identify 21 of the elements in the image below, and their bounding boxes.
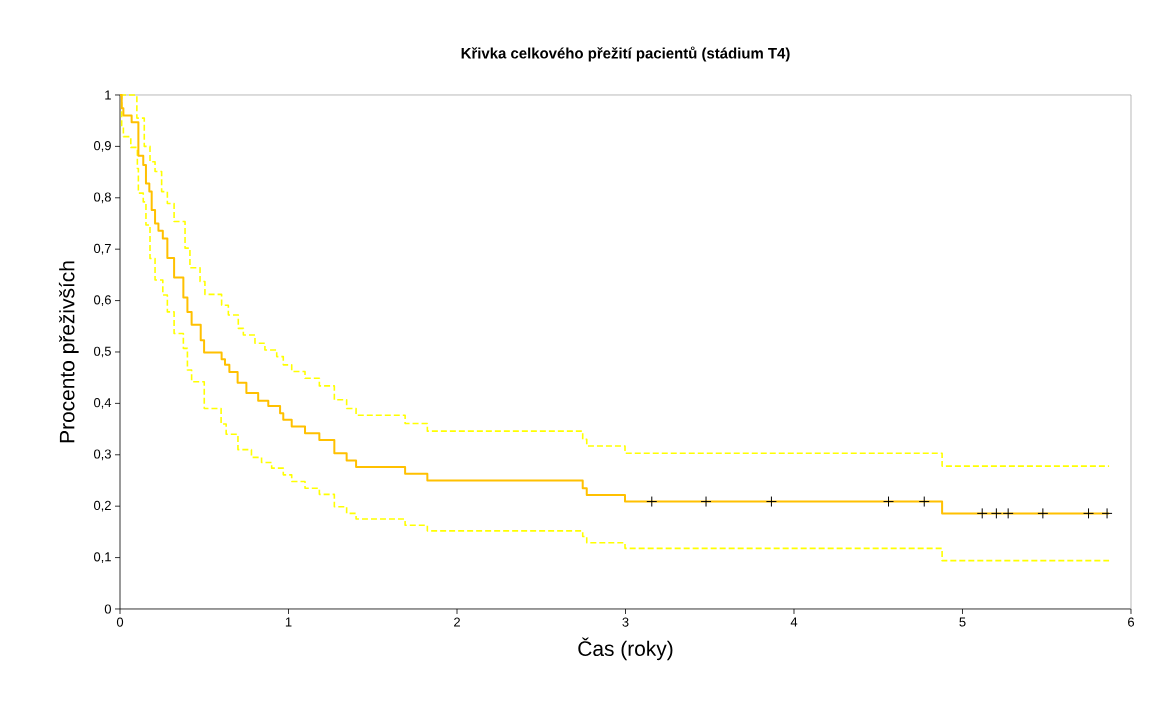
x-tick-label: 1 bbox=[285, 617, 292, 627]
x-tick-label: 0 bbox=[116, 617, 124, 627]
y-tick-label: 0 bbox=[104, 604, 111, 614]
y-tick-label: 0,6 bbox=[93, 295, 111, 306]
y-tick-label: 0,5 bbox=[93, 346, 111, 358]
y-tick-label: 0,7 bbox=[93, 243, 111, 255]
chart-title: Křivka celkového přežití pacientů (stádium T4) bbox=[461, 46, 790, 62]
y-tick-label: 0,2 bbox=[93, 500, 111, 512]
y-tick-label: 0,9 bbox=[93, 141, 111, 152]
y-tick-label: 0,3 bbox=[93, 449, 111, 461]
x-tick-label: 5 bbox=[959, 617, 966, 627]
x-tick-label: 3 bbox=[622, 617, 629, 627]
y-tick-label: 1 bbox=[105, 90, 111, 100]
y-axis-title: Procento přeživších bbox=[58, 261, 79, 443]
x-tick-label: 2 bbox=[454, 617, 460, 627]
x-tick-label: 4 bbox=[790, 617, 798, 627]
x-axis-title: Čas (roky) bbox=[578, 637, 673, 661]
x-tick-label: 6 bbox=[1128, 617, 1135, 627]
y-tick-label: 0,1 bbox=[93, 552, 111, 563]
y-tick-label: 0,8 bbox=[93, 192, 111, 204]
y-tick-label: 0,4 bbox=[93, 398, 112, 409]
